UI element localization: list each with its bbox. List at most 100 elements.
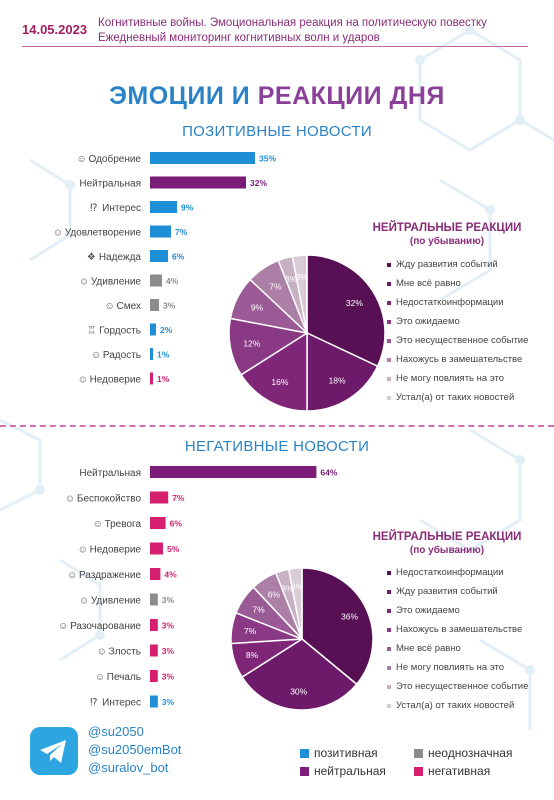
pie-slice-label: 9% xyxy=(251,303,264,313)
page-title-part-1: ЭМОЦИИ И xyxy=(109,82,258,110)
pie2-legend-subheading: (по убыванию) xyxy=(409,545,485,556)
bar-category-label: Раздражение xyxy=(79,570,141,581)
pie2-legend: Недостаткоинформации Жду развития событий… xyxy=(387,567,528,719)
pie-legend-label: Не могу повлиять на это xyxy=(396,662,504,673)
emotion-icon: ☺ xyxy=(97,647,107,658)
bar-value-label: 3% xyxy=(162,621,175,631)
bar-value-label: 4% xyxy=(164,570,177,580)
pie-slice-label: 3% xyxy=(285,274,298,284)
header-subtitle: Когнитивные войны. Эмоциональная реакция… xyxy=(98,16,487,46)
pie-legend-label: Устал(а) от таких новостей xyxy=(396,700,515,711)
bar xyxy=(150,348,153,360)
bar-category-label: Тревога xyxy=(105,519,142,530)
pie-slice-label: 36% xyxy=(341,612,358,622)
emotion-icon: ☺ xyxy=(65,494,75,505)
bar-category-label: Беспокойство xyxy=(77,494,142,505)
telegram-plane-icon xyxy=(40,740,66,763)
pie-legend-swatch xyxy=(387,358,391,362)
telegram-icon[interactable] xyxy=(30,727,78,775)
bar xyxy=(150,644,158,657)
pie-legend-swatch xyxy=(387,609,391,613)
pie-legend-item: Это несущественное событие xyxy=(387,681,528,700)
bar xyxy=(150,466,317,478)
handle-3[interactable]: @suralov_bot xyxy=(88,760,169,775)
pie-legend-label: Нахожусь в замешательстве xyxy=(396,354,523,365)
pie-legend-swatch xyxy=(387,263,391,267)
bar-value-label: 1% xyxy=(157,374,170,384)
pie-legend-label: Недостаткоинформации xyxy=(396,567,504,578)
bar-category-label: Надежда xyxy=(99,252,142,263)
emotion-icon: ☺ xyxy=(79,596,89,607)
legend-negative-label: негативная xyxy=(428,764,491,778)
pie-slice-label: 8% xyxy=(246,650,259,660)
pie-slice-label: 3% xyxy=(281,584,294,594)
pie-legend-item: Не могу повлиять на это xyxy=(387,373,528,392)
legend-positive-label: позитивная xyxy=(314,746,378,760)
bar xyxy=(150,568,161,580)
pie-legend-item: Нахожусь в замешательстве xyxy=(387,624,528,643)
legend-neutral-label: нейтральная xyxy=(314,764,386,778)
header: 14.05.2023 Когнитивные войны. Эмоциональ… xyxy=(0,0,554,50)
pie-legend-swatch xyxy=(387,377,391,381)
footer-legend: позитивная неоднозначная нейтральная нег… xyxy=(300,742,540,782)
negative-news-bar-chart: Нейтральная 64%Беспокойство☺ 7%Тревога☺ 6%Н… xyxy=(58,466,338,709)
emotion-icon: ⁉ xyxy=(90,698,97,709)
emotion-icon: ⁉ xyxy=(90,203,97,214)
pie-legend-item: Это ожидаемо xyxy=(387,605,528,624)
pie-legend-label: Жду развития событий xyxy=(396,586,498,597)
report-date: 14.05.2023 xyxy=(22,22,88,37)
pie-legend-label: Недостаткоинформации xyxy=(396,297,504,308)
bar-value-label: 2% xyxy=(160,325,173,335)
emotion-icon: ☺ xyxy=(105,301,115,312)
emotion-icon: ♖ xyxy=(87,326,96,337)
bar-value-label: 7% xyxy=(175,227,188,237)
pie-slice xyxy=(291,254,308,334)
emotion-icon: ☺ xyxy=(79,277,89,288)
legend-negative-swatch xyxy=(414,767,423,776)
pie-legend-item: Жду развития событий xyxy=(387,259,528,278)
bar xyxy=(150,670,158,682)
bar-value-label: 4% xyxy=(166,276,179,286)
emotion-icon: ☺ xyxy=(77,154,87,165)
contact-handles: @su2050 @su2050emBot @suralov_bot xyxy=(88,723,181,777)
pie-legend-item: Устал(а) от таких новостей xyxy=(387,392,528,411)
pie-slice-label: 7% xyxy=(269,282,282,292)
bar xyxy=(150,517,166,529)
handle-1[interactable]: @su2050 xyxy=(88,724,144,739)
pie1-legend: Жду развития событий Мне всё равно Недоста… xyxy=(387,259,528,411)
pie-legend-swatch xyxy=(387,571,391,575)
bar-category-label: Удовлетворение xyxy=(65,228,142,239)
handle-2[interactable]: @su2050emBot xyxy=(88,742,182,757)
bar xyxy=(150,225,171,238)
bar xyxy=(150,372,153,385)
pie-legend-swatch xyxy=(387,666,391,670)
bar-value-label: 6% xyxy=(172,252,185,262)
bar-value-label: 5% xyxy=(167,544,180,554)
pie-legend-swatch xyxy=(387,685,391,689)
pie-slice-label: 12% xyxy=(243,339,260,349)
pie-legend-item: Недостаткоинформации xyxy=(387,297,528,316)
bar-value-label: 3% xyxy=(162,646,175,656)
pie-legend-swatch xyxy=(387,590,391,594)
emotion-icon: ☺ xyxy=(95,672,105,683)
pie-legend-item: Не могу повлиять на это xyxy=(387,662,528,681)
pie-legend-swatch xyxy=(387,320,391,324)
pie-legend-item: Мне всё равно xyxy=(387,278,528,297)
bar-category-label: Нейтральная xyxy=(79,179,141,190)
bar xyxy=(150,274,162,287)
bar-value-label: 32% xyxy=(250,178,267,188)
bar-category-label: Интерес xyxy=(102,698,141,709)
pie-legend-swatch xyxy=(387,628,391,632)
legend-neutral-swatch xyxy=(300,767,309,776)
bar-category-label: Удивление xyxy=(91,596,142,607)
pie-slice-label: 7% xyxy=(244,626,257,636)
pie-legend-swatch xyxy=(387,282,391,286)
pie2-legend-heading: НЕЙТРАЛЬНЫЕ РЕАКЦИИ xyxy=(372,531,522,543)
negative-news-title: НЕГАТИВНЫЕ НОВОСТИ xyxy=(184,438,370,455)
pie-legend-label: Это ожидаемо xyxy=(396,605,460,616)
bar xyxy=(150,695,158,708)
bar-category-label: Радость xyxy=(103,350,141,361)
bar-value-label: 3% xyxy=(163,301,176,311)
emotion-icon: ☺ xyxy=(91,350,101,361)
